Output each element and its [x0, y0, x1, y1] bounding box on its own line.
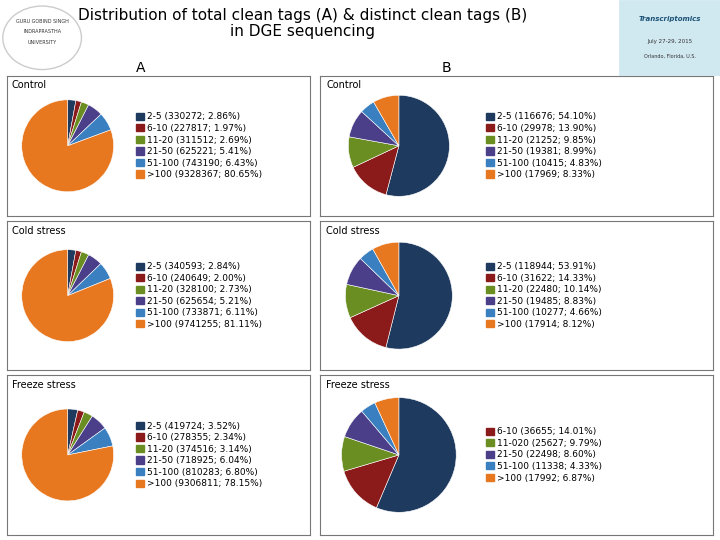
- Wedge shape: [349, 112, 399, 146]
- Text: Freeze stress: Freeze stress: [12, 380, 76, 390]
- Text: Control: Control: [326, 80, 361, 90]
- Wedge shape: [68, 100, 76, 146]
- Legend: 2-5 (330272; 2.86%), 6-10 (227817; 1.97%), 11-20 (311512; 2.69%), 21-50 (625221;: 2-5 (330272; 2.86%), 6-10 (227817; 1.97%…: [135, 112, 262, 179]
- Wedge shape: [361, 102, 399, 146]
- Wedge shape: [68, 416, 105, 455]
- Wedge shape: [346, 285, 399, 318]
- Wedge shape: [353, 146, 399, 195]
- Wedge shape: [68, 251, 81, 296]
- Text: Cold stress: Cold stress: [326, 226, 380, 236]
- Text: GURU GOBIND SINGH: GURU GOBIND SINGH: [16, 19, 68, 24]
- Wedge shape: [374, 95, 399, 146]
- Wedge shape: [68, 105, 101, 146]
- Wedge shape: [348, 137, 399, 167]
- Wedge shape: [68, 409, 78, 455]
- Text: July 27-29, 2015: July 27-29, 2015: [647, 39, 692, 44]
- Wedge shape: [361, 249, 399, 295]
- Legend: 2-5 (340593; 2.84%), 6-10 (240649; 2.00%), 11-20 (328100; 2.73%), 21-50 (625654;: 2-5 (340593; 2.84%), 6-10 (240649; 2.00%…: [135, 262, 262, 329]
- Wedge shape: [375, 397, 399, 455]
- Wedge shape: [22, 100, 114, 192]
- Legend: 6-10 (36655; 14.01%), 11-020 (25627; 9.79%), 21-50 (22498; 8.60%), 51-100 (11338: 6-10 (36655; 14.01%), 11-020 (25627; 9.7…: [486, 427, 602, 483]
- Text: Freeze stress: Freeze stress: [326, 380, 390, 390]
- Wedge shape: [377, 397, 456, 512]
- Wedge shape: [68, 264, 110, 296]
- Wedge shape: [68, 255, 101, 296]
- Wedge shape: [68, 252, 89, 296]
- Text: in DGE sequencing: in DGE sequencing: [230, 24, 375, 39]
- Text: Control: Control: [12, 80, 47, 90]
- Wedge shape: [361, 403, 399, 455]
- Wedge shape: [22, 249, 114, 342]
- Wedge shape: [68, 102, 89, 146]
- Wedge shape: [345, 411, 399, 455]
- Legend: 2-5 (419724; 3.52%), 6-10 (278355; 2.34%), 11-20 (374516; 3.14%), 21-50 (718925;: 2-5 (419724; 3.52%), 6-10 (278355; 2.34%…: [135, 422, 262, 488]
- Wedge shape: [68, 428, 113, 455]
- Text: INDRAPRASTHA: INDRAPRASTHA: [23, 29, 61, 34]
- Text: Orlando, Florida, U.S.: Orlando, Florida, U.S.: [644, 54, 696, 59]
- Wedge shape: [68, 100, 81, 146]
- Wedge shape: [68, 114, 111, 146]
- Wedge shape: [373, 242, 399, 295]
- Legend: 2-5 (116676; 54.10%), 6-10 (29978; 13.90%), 11-20 (21252; 9.85%), 21-50 (19381; : 2-5 (116676; 54.10%), 6-10 (29978; 13.90…: [486, 112, 602, 179]
- Text: UNIVERSITY: UNIVERSITY: [27, 40, 57, 45]
- Wedge shape: [22, 409, 114, 501]
- Text: Transcriptomics: Transcriptomics: [639, 16, 701, 22]
- Wedge shape: [386, 95, 449, 197]
- Wedge shape: [68, 412, 92, 455]
- Text: Distribution of total clean tags (A) & distinct clean tags (B): Distribution of total clean tags (A) & d…: [78, 8, 527, 23]
- Wedge shape: [344, 455, 399, 508]
- Wedge shape: [68, 410, 84, 455]
- Legend: 2-5 (118944; 53.91%), 6-10 (31622; 14.33%), 11-20 (22480; 10.14%), 21-50 (19485;: 2-5 (118944; 53.91%), 6-10 (31622; 14.33…: [486, 262, 602, 329]
- Wedge shape: [386, 242, 452, 349]
- Text: A: A: [135, 60, 145, 75]
- Text: Cold stress: Cold stress: [12, 226, 66, 236]
- Text: B: B: [441, 60, 451, 75]
- Wedge shape: [346, 259, 399, 295]
- Wedge shape: [68, 249, 76, 296]
- Wedge shape: [341, 436, 399, 471]
- Wedge shape: [350, 295, 399, 348]
